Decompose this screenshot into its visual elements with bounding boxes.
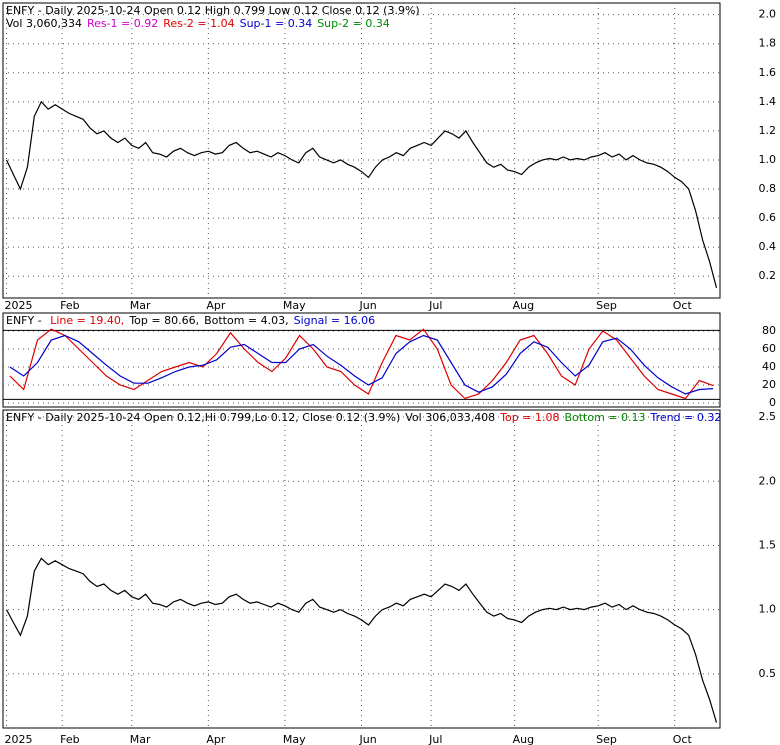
- y-tick-label: 60: [762, 342, 776, 355]
- price-line: [5, 557, 718, 723]
- y-tick-label: 0: [769, 396, 776, 409]
- y-tick-label: 0.5: [759, 667, 777, 680]
- panel-frame: [2, 312, 721, 408]
- y-tick-label: 0.8: [759, 182, 777, 195]
- y-tick-label: 2.0: [759, 474, 777, 487]
- x-tick-label: May: [283, 299, 306, 312]
- x-tick-label: 2025: [4, 299, 32, 312]
- y-tick-label: 0.2: [759, 269, 777, 282]
- legend-entry: Signal = 16.06: [294, 314, 376, 327]
- x-tick-label: Sep: [596, 299, 617, 312]
- x-tick-label: Jun: [359, 299, 377, 312]
- y-tick-label: 2.5: [759, 410, 777, 423]
- x-tick-label: Feb: [60, 733, 79, 745]
- legend-entry: Vol 3,060,334: [6, 17, 82, 30]
- x-tick-label: Jun: [359, 733, 377, 745]
- legend: Vol 3,060,334 Res-1 = 0.92 Res-2 = 1.04 Sup…: [6, 17, 390, 30]
- legend-entry: Res-2 = 1.04: [163, 17, 234, 30]
- x-tick-label: Oct: [673, 733, 693, 745]
- legend-entry: Vol 306,033,408: [405, 411, 495, 424]
- x-tick-label: Apr: [206, 299, 226, 312]
- legend-entry: Sup-1 = 0.34: [240, 17, 313, 30]
- legend-entry: Res-1 = 0.92: [87, 17, 158, 30]
- panel-header: ENFY - Daily 2025-10-24 Open 0.12 High 0…: [6, 4, 420, 17]
- legend-entry: Top = 1.08: [499, 411, 559, 424]
- legend-entry: Line = 19.40,: [50, 314, 124, 327]
- price-line: [9, 328, 714, 400]
- y-tick-label: 1.0: [759, 153, 777, 166]
- y-tick-label: 1.6: [759, 66, 777, 79]
- legend-entry: Sup-2 = 0.34: [317, 17, 390, 30]
- legend-entry: Bottom = 0.13: [564, 411, 645, 424]
- x-tick-label: May: [283, 733, 306, 745]
- legend-entry: Trend = 0.32: [650, 411, 722, 424]
- legend-entry: Top = 80.66,: [128, 314, 199, 327]
- x-tick-label: Aug: [513, 733, 534, 745]
- price-line: [9, 334, 714, 395]
- panel-header: ENFY - Daily 2025-10-24 Open 0.12,Hi 0.7…: [6, 411, 721, 424]
- x-tick-label: Aug: [513, 299, 534, 312]
- y-tick-label: 1.4: [759, 95, 777, 108]
- y-tick-label: 1.5: [759, 538, 777, 551]
- y-tick-label: 1.2: [759, 124, 777, 137]
- panel-title: ENFY - Daily 2025-10-24 Open 0.12,Hi 0.7…: [6, 411, 400, 424]
- x-tick-label: Sep: [596, 733, 617, 745]
- y-tick-label: 80: [762, 324, 776, 337]
- x-tick-label: Oct: [673, 299, 693, 312]
- y-tick-label: 20: [762, 378, 776, 391]
- price-line: [5, 100, 718, 288]
- x-tick-label: Mar: [130, 299, 151, 312]
- x-tick-label: 2025: [4, 733, 32, 745]
- panel-title: ENFY -: [6, 314, 45, 327]
- x-tick-label: Jul: [428, 299, 442, 312]
- y-tick-label: 2.0: [759, 8, 777, 21]
- y-tick-label: 1.8: [759, 37, 777, 50]
- y-tick-label: 0.4: [759, 240, 777, 253]
- x-tick-label: Feb: [60, 299, 79, 312]
- y-tick-label: 40: [762, 360, 776, 373]
- x-tick-label: Mar: [130, 733, 151, 745]
- legend-entry: Bottom = 4.03,: [204, 314, 289, 327]
- panel-header: ENFY - Line = 19.40, Top = 80.66, Bottom =…: [6, 314, 375, 327]
- x-tick-label: Apr: [206, 733, 226, 745]
- y-tick-label: 1.0: [759, 603, 777, 616]
- panel-title: ENFY - Daily 2025-10-24 Open 0.12 High 0…: [6, 4, 420, 17]
- y-tick-label: 0.6: [759, 211, 777, 224]
- x-tick-label: Jul: [428, 733, 442, 745]
